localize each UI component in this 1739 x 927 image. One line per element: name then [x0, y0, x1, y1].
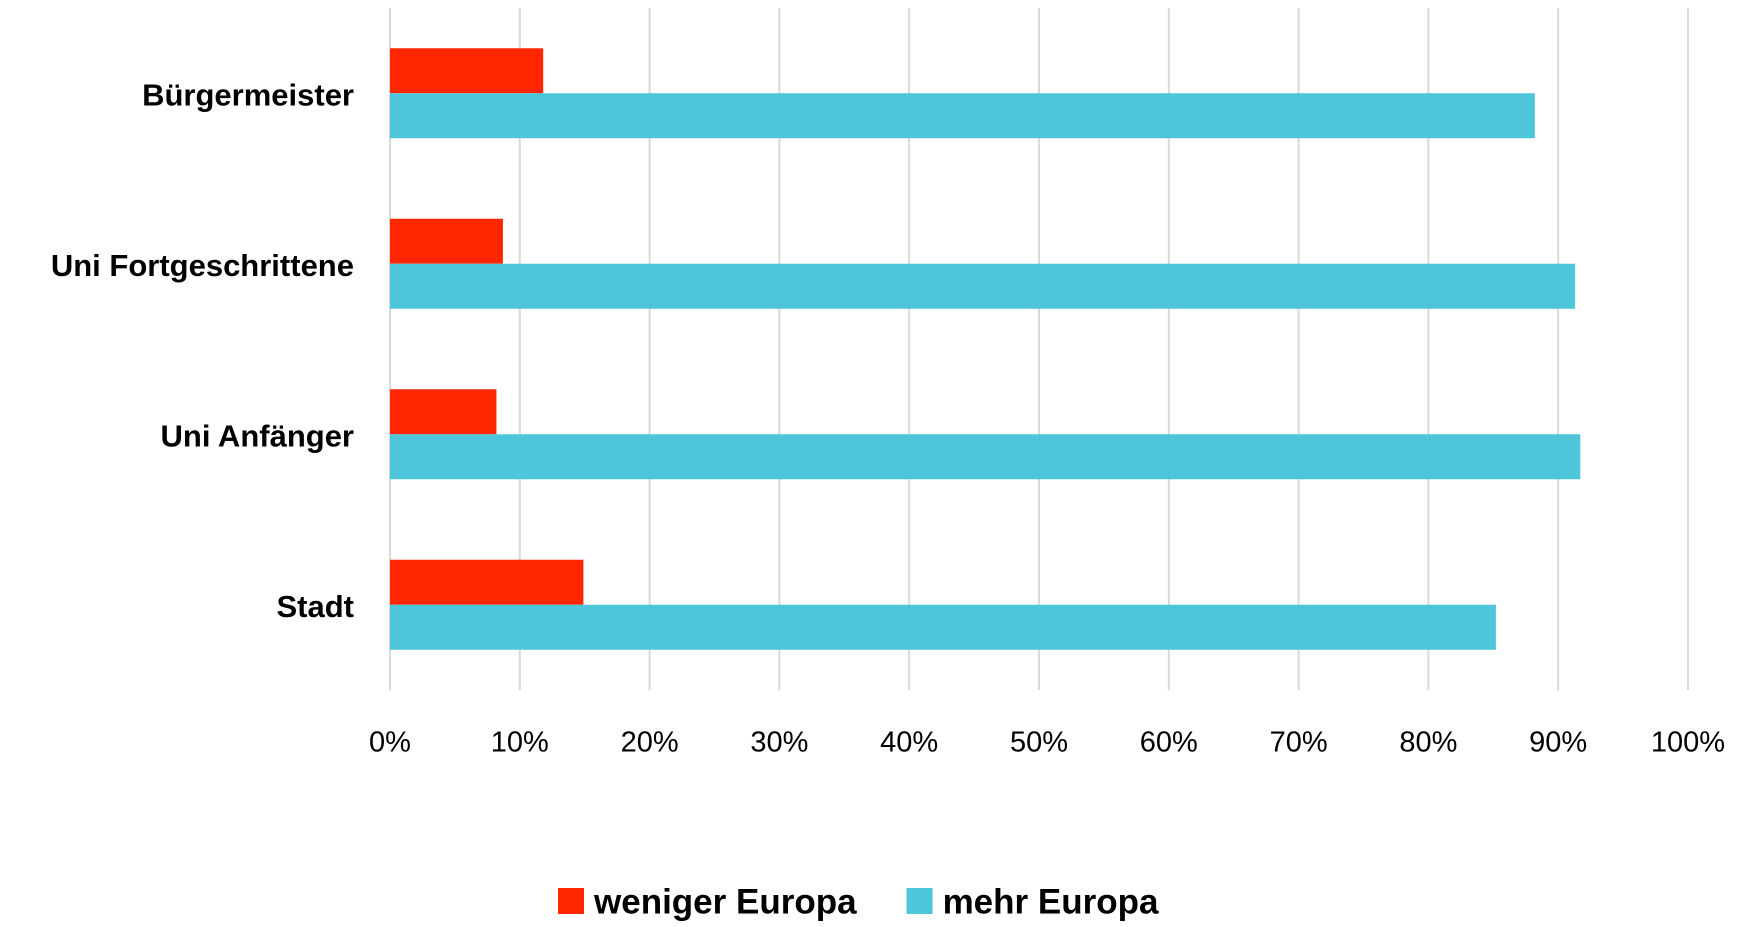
legend-label: mehr Europa	[943, 882, 1159, 921]
x-tick-label: 10%	[491, 727, 549, 759]
bar	[390, 434, 1581, 480]
legend-swatch	[558, 888, 584, 914]
legend-label: weniger Europa	[593, 882, 857, 921]
bar	[390, 218, 503, 264]
x-tick-label: 60%	[1140, 727, 1198, 759]
bar	[390, 559, 584, 605]
x-tick-label: 90%	[1529, 727, 1587, 759]
bar	[390, 93, 1535, 139]
bar	[390, 48, 544, 94]
y-tick-label: Uni Anfänger	[161, 418, 354, 453]
y-tick-label: Stadt	[277, 589, 355, 624]
x-tick-label: 50%	[1010, 727, 1068, 759]
legend-swatch	[906, 888, 933, 914]
x-tick-label: 0%	[369, 727, 411, 759]
x-tick-label: 100%	[1651, 727, 1725, 759]
bar	[390, 604, 1496, 650]
y-tick-label: Bürgermeister	[142, 77, 354, 112]
x-tick-label: 80%	[1399, 727, 1457, 759]
y-tick-label: Uni Fortgeschrittene	[51, 248, 354, 283]
x-tick-label: 20%	[621, 727, 679, 759]
x-tick-label: 70%	[1270, 727, 1328, 759]
bar	[390, 263, 1576, 309]
x-tick-label: 30%	[750, 727, 808, 759]
bar	[390, 389, 497, 435]
x-tick-label: 40%	[880, 727, 938, 759]
